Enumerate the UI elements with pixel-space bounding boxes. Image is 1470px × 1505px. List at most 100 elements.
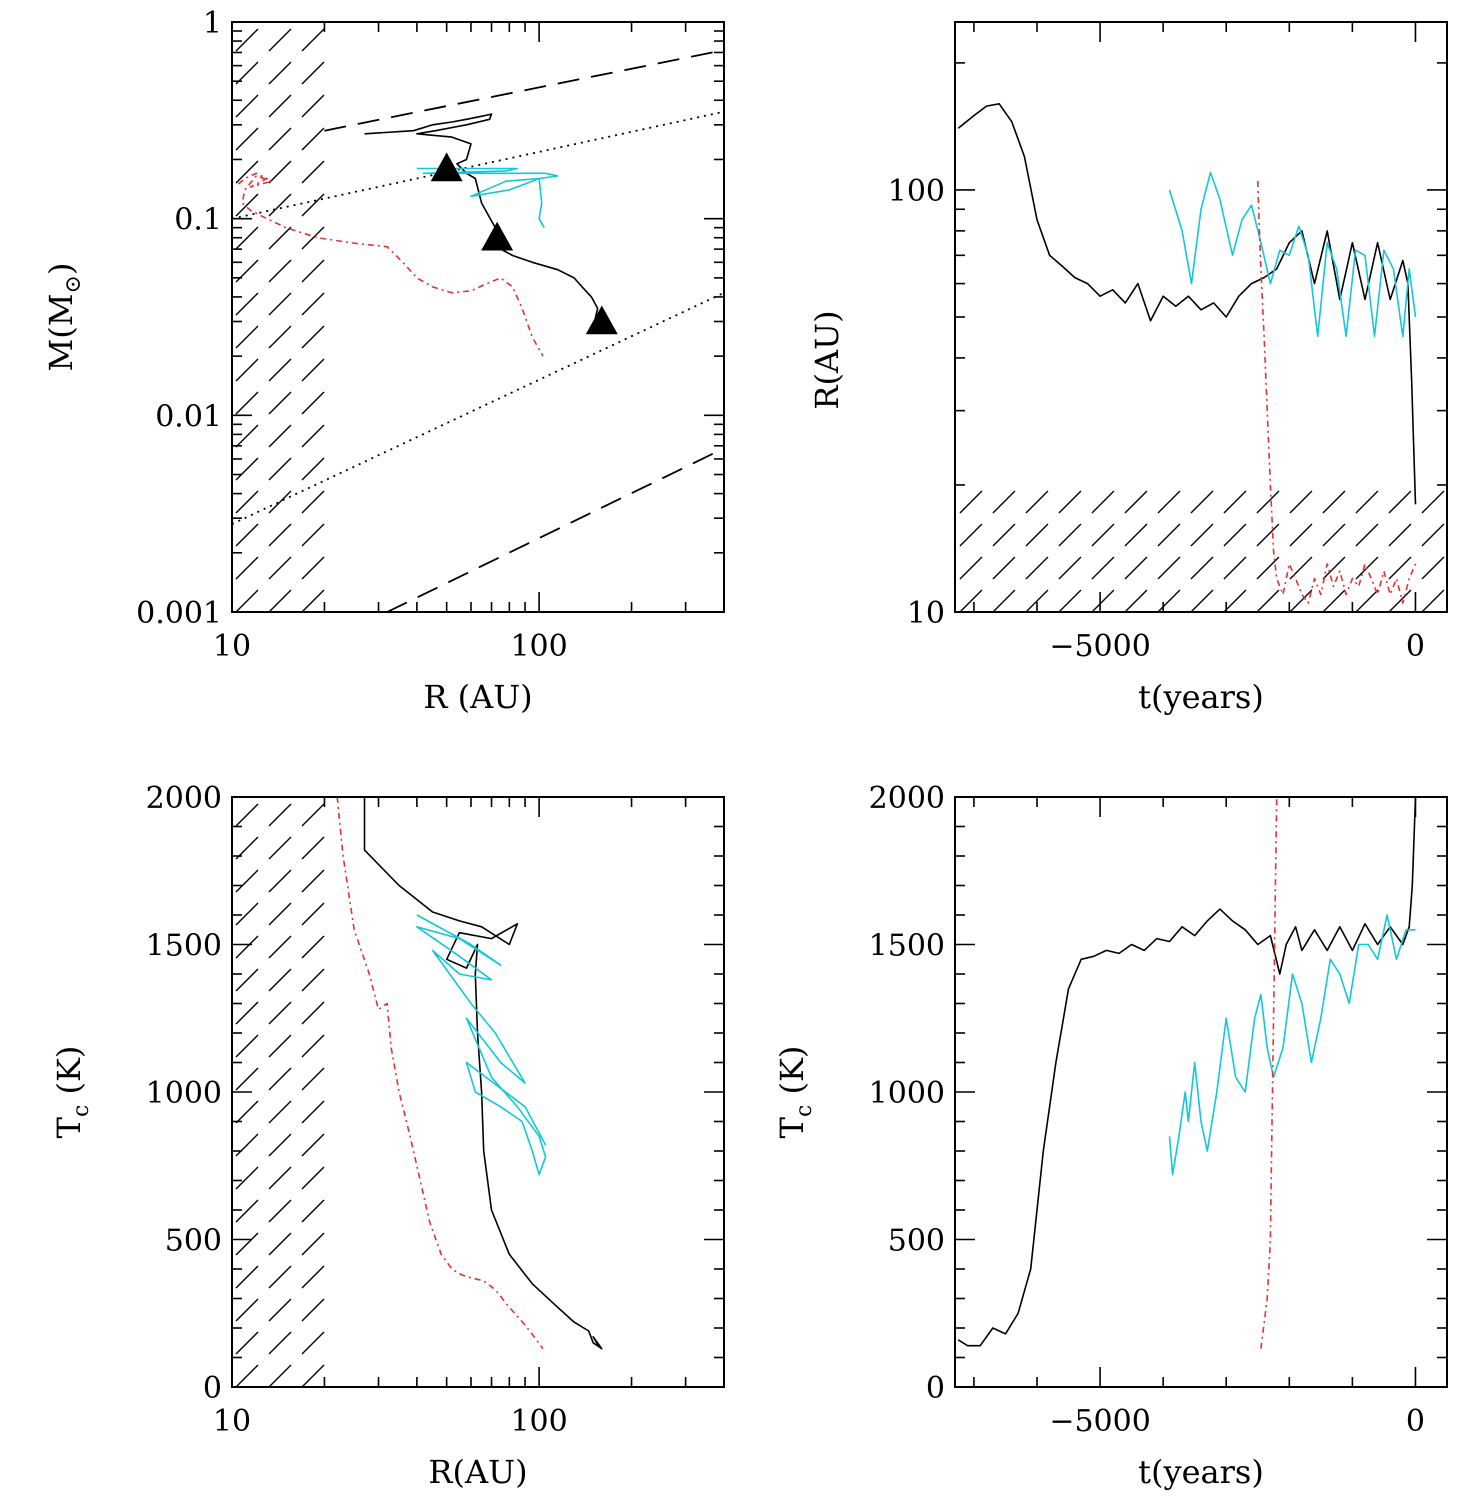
hatch-stroke xyxy=(268,127,292,151)
plot-frame xyxy=(231,21,725,613)
temperature-vs-time-panel: −5000 0 0 500 1000 1500 2000 t(years) Tc (K) xyxy=(773,781,1448,1491)
hatch-stroke xyxy=(235,902,259,926)
hatch-stroke xyxy=(1422,161,1444,183)
hatch-stroke xyxy=(830,705,852,727)
hatch-stroke xyxy=(301,803,325,827)
y-tick-label: 500 xyxy=(888,1224,945,1259)
hatch-stroke xyxy=(533,194,555,216)
hatch-stroke xyxy=(268,1199,292,1223)
hatch-stroke xyxy=(301,1232,325,1256)
hatch-stroke xyxy=(959,556,983,580)
hatch-stroke xyxy=(1157,523,1181,547)
hatch-stroke xyxy=(632,837,654,859)
hatch-stroke xyxy=(335,1200,357,1222)
hatch-stroke xyxy=(38,590,60,612)
hatch-stroke xyxy=(1191,326,1213,348)
hatch-stroke xyxy=(137,1365,159,1387)
hatch-stroke xyxy=(1092,392,1114,414)
hatch-stroke xyxy=(1422,458,1444,480)
hatch-stroke xyxy=(104,293,126,315)
hatch-stroke xyxy=(632,969,654,991)
hatch-stroke xyxy=(301,292,325,316)
hatch-stroke xyxy=(5,293,27,315)
hatch-stroke xyxy=(401,1200,423,1222)
hatch-stroke xyxy=(434,62,456,84)
hatch-stroke xyxy=(566,804,588,826)
hatch-stroke xyxy=(1157,589,1181,612)
hatch-stroke xyxy=(1124,589,1148,612)
hatch-stroke xyxy=(632,0,654,18)
hatch-stroke xyxy=(368,326,390,348)
hatch-stroke xyxy=(797,62,819,84)
hatch-stroke xyxy=(71,1266,93,1288)
hatch-stroke xyxy=(698,804,720,826)
hatch-stroke xyxy=(1356,359,1378,381)
hatch-stroke xyxy=(137,194,159,216)
hatch-stroke xyxy=(1257,161,1279,183)
hatch-stroke xyxy=(5,227,27,249)
hatch-stroke xyxy=(500,1002,522,1024)
hatch-stroke xyxy=(500,738,522,760)
hatch-stroke xyxy=(698,738,720,760)
hatch-stroke xyxy=(235,968,259,992)
hatch-stroke xyxy=(301,1067,325,1091)
hatch-stroke xyxy=(203,1200,225,1222)
hatch-stroke xyxy=(1256,523,1280,547)
hatch-stroke xyxy=(368,62,390,84)
hatch-stroke xyxy=(533,771,555,793)
hatch-stroke xyxy=(1356,293,1378,315)
hatch-stroke xyxy=(1290,392,1312,414)
hatch-stroke xyxy=(268,803,292,827)
hatch-stroke xyxy=(301,193,325,217)
axis-ticks xyxy=(955,22,1447,613)
series-group xyxy=(957,103,1417,604)
hatch-stroke xyxy=(137,293,159,315)
hatch-stroke xyxy=(1092,458,1114,480)
hatch-stroke xyxy=(1158,326,1180,348)
hatch-stroke xyxy=(1256,589,1280,612)
hatch-stroke xyxy=(698,161,720,183)
hatch-stroke xyxy=(632,705,654,727)
hatch-stroke xyxy=(137,969,159,991)
hatch-stroke xyxy=(235,1166,259,1190)
hatch-stroke xyxy=(1125,458,1147,480)
hatch-stroke xyxy=(599,95,621,117)
hatch-stroke xyxy=(731,738,753,760)
hatch-stroke xyxy=(401,458,423,480)
hatch-stroke xyxy=(401,1035,423,1057)
hatch-stroke xyxy=(301,1199,325,1223)
hatch-stroke xyxy=(301,1034,325,1058)
hatch-stroke xyxy=(533,705,555,727)
hatch-stroke xyxy=(268,1331,292,1355)
hatch-stroke xyxy=(71,227,93,249)
hatch-stroke xyxy=(368,293,390,315)
hatch-stroke xyxy=(335,1101,357,1123)
hatch-stroke xyxy=(71,458,93,480)
y-axis-label-close: ) xyxy=(42,263,80,275)
hatch-stroke xyxy=(1190,589,1214,612)
hatch-stroke xyxy=(269,0,291,18)
hatch-stroke xyxy=(434,293,456,315)
hatch-stroke xyxy=(434,1068,456,1090)
hatch-stroke xyxy=(467,194,489,216)
hatch-stroke xyxy=(500,804,522,826)
hatch-stroke xyxy=(698,0,720,18)
hatch-stroke xyxy=(335,1035,357,1057)
hatch-stroke xyxy=(1289,523,1313,547)
hatch-stroke xyxy=(38,227,60,249)
hatch-stroke xyxy=(863,705,885,727)
hatch-stroke xyxy=(401,392,423,414)
hatch-stroke xyxy=(401,1002,423,1024)
hatch-stroke xyxy=(368,524,390,546)
hatch-stroke xyxy=(500,260,522,282)
hatch-stroke xyxy=(38,194,60,216)
hatch-stroke xyxy=(203,260,225,282)
hatch-stroke xyxy=(959,490,983,514)
hatch-stroke xyxy=(467,326,489,348)
hatch-stroke xyxy=(797,705,819,727)
hatch-stroke xyxy=(268,1133,292,1157)
hatch-stroke xyxy=(1125,293,1147,315)
hatch-stroke xyxy=(1455,326,1470,348)
hatch-stroke xyxy=(5,1002,27,1024)
hatch-stroke xyxy=(301,391,325,415)
